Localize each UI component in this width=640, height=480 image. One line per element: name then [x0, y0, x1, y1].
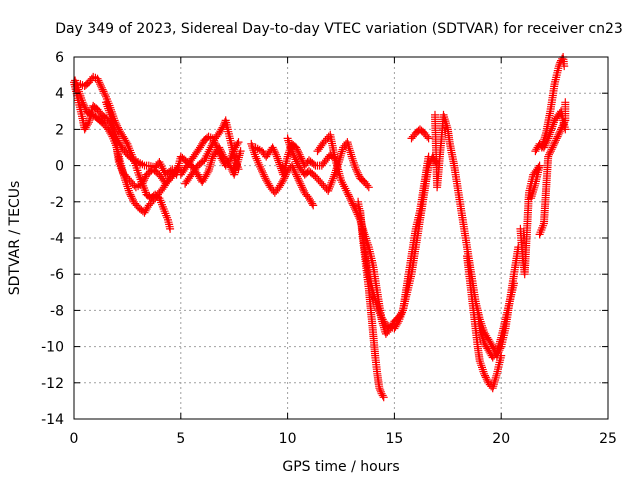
- y-tick-label: -6: [50, 267, 64, 283]
- data-point-group: [473, 279, 518, 362]
- data-point-group: [531, 107, 570, 156]
- data-point-group: [102, 98, 183, 192]
- x-tick-label: 5: [176, 431, 185, 447]
- x-tick-label: 25: [599, 431, 617, 447]
- data-point-group: [407, 125, 433, 143]
- x-tick-label: 15: [385, 431, 403, 447]
- x-axis-label: GPS time / hours: [282, 459, 399, 475]
- x-tick-labels: 0 5 10 15 20 25: [70, 431, 617, 447]
- y-tick-label: 4: [55, 86, 64, 102]
- y-tick-label: -14: [41, 412, 64, 428]
- y-axis-label: SDTVAR / TECUs: [7, 181, 23, 296]
- y-tick-label: -8: [50, 303, 64, 319]
- grid-lines: [74, 57, 608, 419]
- y-tick-labels: 6 4 2 0 -2 -4 -6 -8 -10 -12 -14: [41, 50, 64, 428]
- x-tick-label: 20: [492, 431, 510, 447]
- y-tick-label: -12: [41, 376, 64, 392]
- data-point-group: [354, 152, 433, 333]
- y-tick-label: 6: [55, 50, 64, 66]
- y-tick-label: 0: [55, 159, 64, 175]
- axis-ticks: [73, 56, 609, 420]
- y-tick-label: -2: [50, 195, 64, 211]
- data-point-group: [76, 72, 175, 233]
- y-tick-label: 2: [55, 122, 64, 138]
- y-tick-label: -10: [41, 340, 64, 356]
- x-tick-label: 0: [70, 431, 79, 447]
- data-point-group: [463, 252, 506, 393]
- data-point-group: [181, 116, 243, 188]
- x-tick-label: 10: [279, 431, 297, 447]
- data-point-group: [516, 161, 544, 279]
- data-points: [70, 53, 570, 402]
- data-point-group: [356, 206, 388, 402]
- chart-title: Day 349 of 2023, Sidereal Day-to-day VTE…: [55, 21, 623, 37]
- y-tick-label: -4: [50, 231, 64, 247]
